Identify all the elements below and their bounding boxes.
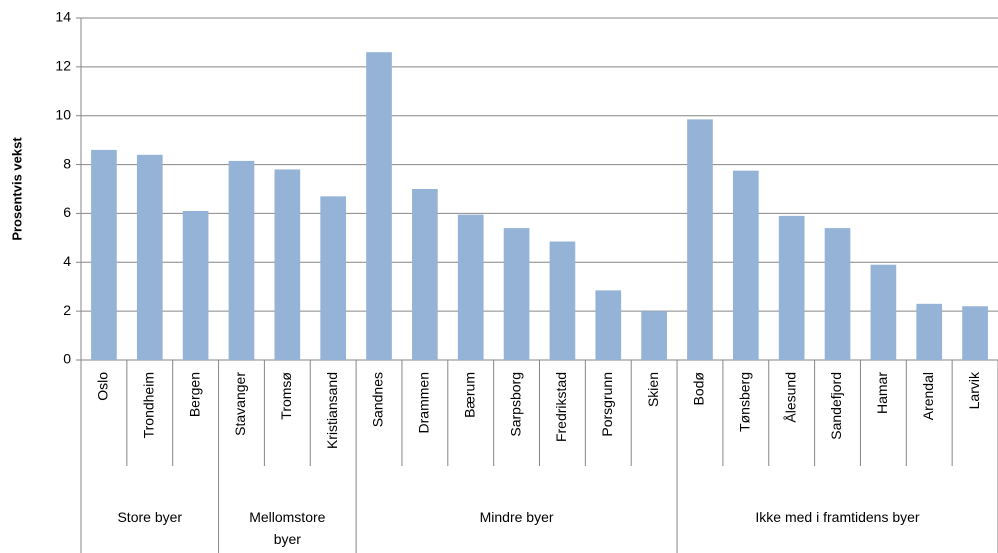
bar [503, 228, 530, 360]
x-tick-label: Stavanger [232, 372, 248, 436]
x-tick-label: Bærum [461, 372, 477, 418]
bar [412, 189, 438, 360]
y-tick-label: 8 [63, 155, 71, 171]
x-tick-label: Bodø [691, 372, 707, 406]
x-tick-label: Trondheim [140, 372, 156, 438]
x-tick-label: Larvik [966, 371, 982, 409]
x-tick-label: Tromsø [278, 372, 294, 420]
x-tick-label: Bergen [186, 372, 202, 417]
y-tick-label: 2 [63, 302, 71, 318]
bar [549, 241, 576, 360]
x-tick-label: Fredrikstad [553, 372, 569, 442]
bar [136, 154, 163, 360]
bar [732, 170, 759, 360]
bar [962, 306, 988, 360]
bar [916, 303, 943, 360]
x-tick-label: Sandnes [370, 372, 386, 427]
bar [595, 290, 622, 360]
bar [457, 214, 484, 360]
group-label: Store byer [117, 509, 183, 525]
bar [274, 169, 301, 360]
group-label: Ikke med i framtidens byer [755, 509, 920, 525]
x-tick-label: Arendal [920, 372, 936, 420]
x-tick-label: Drammen [416, 372, 432, 433]
y-tick-label: 14 [55, 9, 71, 25]
x-tick-label: Sarpsborg [507, 372, 523, 437]
x-tick-label: Hamar [874, 372, 890, 414]
y-axis-label: Prosentvis vekst [9, 137, 24, 241]
x-tick-label: Skien [645, 372, 661, 407]
bar [91, 149, 117, 360]
bar [870, 264, 897, 360]
bar [687, 119, 713, 360]
y-tick-label: 0 [63, 351, 71, 367]
x-tick-label: Sandefjord [828, 372, 844, 440]
bar [641, 311, 667, 360]
x-tick-label: Ålesund [782, 372, 798, 423]
bar [366, 52, 392, 360]
bar [182, 210, 209, 360]
bar [320, 196, 347, 360]
group-label: Mindre byer [479, 509, 554, 525]
bar [778, 215, 805, 360]
bar [824, 228, 851, 360]
x-tick-label: Kristiansand [324, 372, 340, 449]
x-tick-label: Tønsberg [737, 372, 753, 432]
y-tick-label: 12 [55, 58, 71, 74]
bar [228, 160, 255, 360]
y-tick-label: 6 [63, 204, 71, 220]
group-label: Mellomstore byer [249, 509, 326, 547]
y-tick-label: 10 [55, 106, 71, 122]
x-tick-label: Oslo [95, 372, 111, 401]
x-tick-label: Porsgrunn [599, 372, 615, 437]
y-tick-label: 4 [63, 253, 71, 269]
